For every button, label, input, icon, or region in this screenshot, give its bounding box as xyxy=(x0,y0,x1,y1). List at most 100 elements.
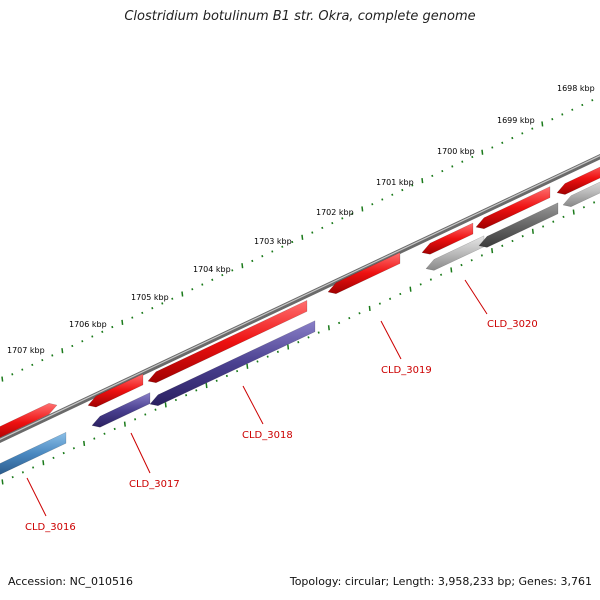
genome-summary: Topology: circular; Length: 3,958,233 bp… xyxy=(289,575,592,588)
outer-minor-tick xyxy=(191,288,194,291)
outer-minor-tick xyxy=(171,297,174,300)
inner-minor-tick xyxy=(399,292,402,296)
inner-minor-tick xyxy=(103,432,106,435)
outer-minor-tick xyxy=(81,340,84,343)
inner-minor-tick xyxy=(358,312,361,315)
gene-label-cld-3019: CLD_3019 xyxy=(381,365,432,376)
inner-minor-tick xyxy=(72,447,75,450)
inner-minor-tick xyxy=(225,374,228,378)
inner-minor-tick xyxy=(215,379,218,382)
gene-callouts: CLD_3016 CLD_3017 CLD_3018 CLD_3019 CLD_… xyxy=(25,279,538,533)
cds-arrow xyxy=(87,373,144,408)
outer-minor-tick xyxy=(461,160,464,163)
inner-major-tick xyxy=(572,209,575,215)
inner-major-tick xyxy=(42,460,45,466)
outer-minor-tick xyxy=(11,373,14,376)
inner-minor-tick xyxy=(266,355,269,358)
callout-line-cld-3018 xyxy=(242,385,264,425)
outer-minor-tick xyxy=(471,155,474,159)
outer-minor-tick xyxy=(201,283,204,286)
gene-label-cld-3017: CLD_3017 xyxy=(129,479,180,490)
callout-line-cld-3020 xyxy=(464,279,488,315)
outer-minor-tick xyxy=(21,368,24,371)
inner-minor-tick xyxy=(154,408,157,411)
outer-minor-tick xyxy=(51,354,54,357)
outer-minor-tick xyxy=(571,108,574,111)
inner-minor-tick xyxy=(134,418,137,421)
outer-minor-tick xyxy=(111,325,114,329)
outer-major-tick xyxy=(361,206,364,212)
inner-minor-tick xyxy=(542,225,545,228)
outer-major-tick xyxy=(181,291,184,297)
outer-minor-tick xyxy=(531,127,534,130)
outer-minor-tick xyxy=(151,307,154,310)
backbone-line xyxy=(0,153,600,444)
outer-minor-tick xyxy=(521,132,524,135)
outer-minor-tick xyxy=(131,316,134,319)
inner-major-tick xyxy=(491,248,494,254)
inner-minor-tick xyxy=(62,451,65,455)
outer-minor-tick xyxy=(351,212,354,215)
outer-major-tick xyxy=(301,234,304,240)
outer-major-tick xyxy=(541,121,544,127)
genes xyxy=(0,166,600,475)
inner-minor-tick xyxy=(21,471,24,474)
kbp-label: 1703 kbp xyxy=(254,237,292,246)
outer-minor-tick xyxy=(231,269,234,272)
outer-minor-tick xyxy=(91,335,94,338)
inner-minor-tick xyxy=(11,475,14,479)
cds-arrow xyxy=(556,166,600,195)
outer-minor-tick xyxy=(431,174,434,178)
inner-major-tick xyxy=(531,228,534,234)
kbp-label: 1706 kbp xyxy=(69,320,107,329)
inner-minor-tick xyxy=(236,369,239,373)
inner-major-tick xyxy=(164,402,167,408)
outer-minor-tick xyxy=(251,259,254,263)
inner-minor-tick xyxy=(562,215,565,219)
outer-major-tick xyxy=(121,319,124,325)
callout-line-cld-3017 xyxy=(130,432,151,474)
gene-arrow xyxy=(149,320,316,407)
map-title: Clostridium botulinum B1 str. Okra, comp… xyxy=(124,9,476,24)
inner-minor-tick xyxy=(174,398,177,402)
kbp-label: 1698 kbp xyxy=(557,84,595,93)
outer-minor-tick xyxy=(101,330,104,333)
inner-major-tick xyxy=(327,325,330,331)
inner-minor-tick xyxy=(338,321,341,325)
inner-major-tick xyxy=(450,267,453,273)
inner-major-tick xyxy=(246,363,249,369)
outer-major-tick xyxy=(1,376,4,382)
inner-minor-tick xyxy=(256,360,259,363)
outer-minor-tick xyxy=(591,99,594,102)
outer-minor-tick xyxy=(561,113,564,116)
inner-minor-tick xyxy=(480,254,483,257)
outer-minor-tick xyxy=(281,245,284,248)
kbp-label: 1707 kbp xyxy=(7,346,45,355)
outer-minor-tick xyxy=(321,226,324,230)
inner-minor-tick xyxy=(419,283,422,286)
outer-major-tick xyxy=(61,348,64,354)
outer-scale xyxy=(1,99,594,382)
inner-minor-tick xyxy=(470,259,473,262)
outer-minor-tick xyxy=(221,273,224,277)
outer-minor-tick xyxy=(441,170,444,173)
outer-minor-tick xyxy=(551,118,554,121)
inner-minor-tick xyxy=(521,235,524,238)
outer-minor-tick xyxy=(271,250,274,253)
outer-minor-tick xyxy=(581,103,584,107)
outer-minor-tick xyxy=(291,240,294,244)
outer-minor-tick xyxy=(161,302,164,305)
inner-minor-tick xyxy=(552,220,555,223)
inner-minor-tick xyxy=(501,244,504,247)
callout-line-cld-3019 xyxy=(380,320,402,360)
inner-minor-tick xyxy=(378,302,381,305)
outer-minor-tick xyxy=(311,231,314,234)
outer-minor-tick xyxy=(411,184,414,187)
inner-major-tick xyxy=(368,305,371,312)
inner-minor-tick xyxy=(511,239,514,243)
gene-arrow xyxy=(0,431,67,475)
cds-arrow xyxy=(0,403,58,438)
gene-arrow xyxy=(562,181,600,207)
outer-minor-tick xyxy=(451,165,454,168)
